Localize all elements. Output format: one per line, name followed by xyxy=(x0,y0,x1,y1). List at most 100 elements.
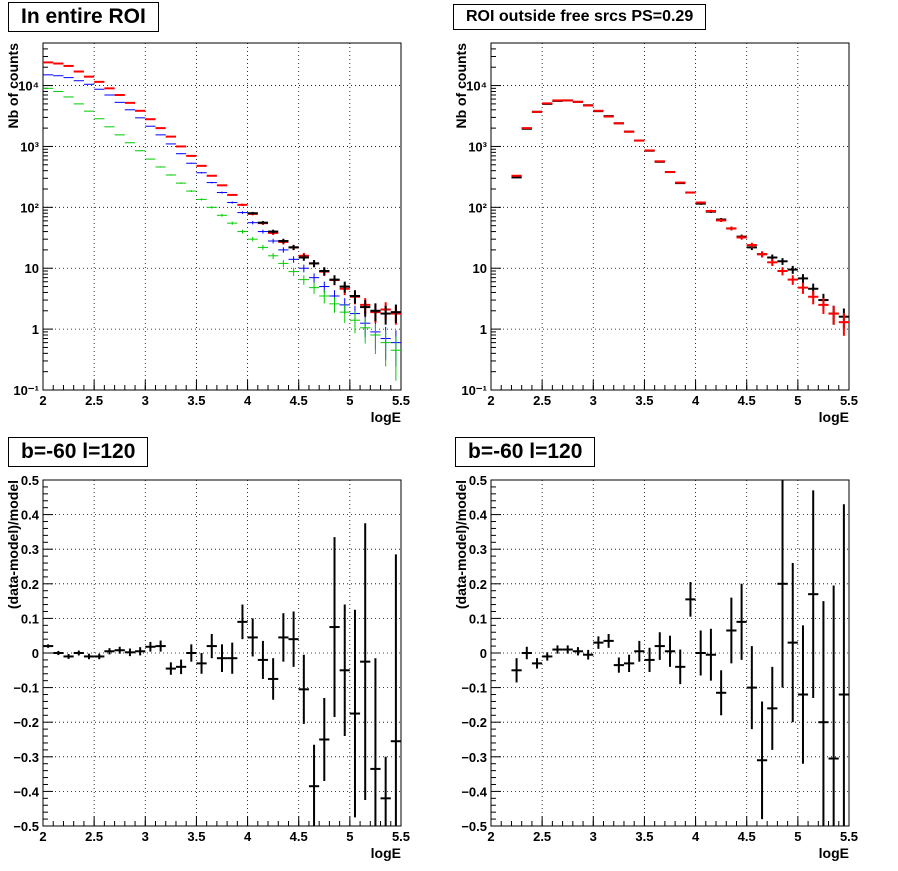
x-tick-label: 2.5 xyxy=(533,829,551,844)
data-point xyxy=(268,238,279,244)
data-point xyxy=(237,211,248,214)
data-point xyxy=(613,657,624,673)
data-point xyxy=(695,630,706,676)
x-tick-label: 5 xyxy=(794,829,801,844)
data-point xyxy=(511,658,522,683)
data-point xyxy=(135,150,146,152)
data-point xyxy=(308,744,320,826)
data-point xyxy=(654,632,665,660)
data-point xyxy=(818,601,829,826)
data-point xyxy=(247,211,258,215)
plot-panel-2: 2 2.5 3 3.5 4 4.5 5 5.5 10⁻¹ 1 10 10² 10³ 10⁴ logE Nb o… xyxy=(453,42,858,425)
y-tick-label: 0 xyxy=(480,646,487,661)
x-tick-label: 4 xyxy=(692,393,700,408)
data-point xyxy=(370,658,381,826)
data-point xyxy=(73,650,84,656)
x-axis-label: logE xyxy=(819,845,849,861)
data-point xyxy=(623,130,635,133)
data-point xyxy=(206,206,217,209)
data-point xyxy=(196,653,207,674)
data-point xyxy=(206,181,217,184)
data-point xyxy=(43,644,54,648)
x-tick-label: 3.5 xyxy=(187,829,205,844)
data-point xyxy=(746,242,757,248)
data-point xyxy=(380,305,391,325)
data-point xyxy=(797,274,809,284)
data-point xyxy=(63,654,74,659)
data-point xyxy=(319,697,330,782)
y-tick-label: 0.2 xyxy=(469,577,487,592)
data-point xyxy=(114,134,125,136)
data-point xyxy=(308,282,320,294)
data-point xyxy=(726,226,737,231)
data-point xyxy=(186,154,197,157)
data-point xyxy=(135,647,146,656)
data-point xyxy=(298,254,309,261)
plot-frame xyxy=(42,479,402,827)
data-point xyxy=(756,701,768,820)
series-3 xyxy=(43,61,401,325)
data-point xyxy=(186,190,197,192)
x-tick-label: 4.5 xyxy=(290,393,308,408)
data-point xyxy=(227,642,238,674)
data-point xyxy=(155,134,166,136)
y-tick-label: 10⁻¹ xyxy=(13,383,39,398)
data-point xyxy=(511,174,522,177)
data-point xyxy=(644,149,655,152)
data-point xyxy=(818,298,829,314)
data-point xyxy=(268,658,279,700)
x-tick-label: 4 xyxy=(244,393,252,408)
data-point xyxy=(288,256,299,263)
y-tick-label: 10 xyxy=(25,261,39,276)
data-point xyxy=(828,585,839,826)
panel-title-bottom-right: b=-60 l=120 xyxy=(455,437,596,467)
data-point xyxy=(196,198,207,201)
x-axis-label: logE xyxy=(371,409,401,425)
y-axis-label: (data-model)/model xyxy=(453,480,469,609)
data-point xyxy=(360,318,371,344)
y-tick-label: 0.5 xyxy=(21,473,39,488)
data-point xyxy=(777,258,788,265)
plot-panel-1: 2 2.5 3 3.5 4 4.5 5 5.5 10⁻¹ 1 10 10² 10³ 10⁴ logE Nb o… xyxy=(5,42,410,425)
data-point xyxy=(247,221,258,225)
y-axis-label: Nb of counts xyxy=(5,43,21,129)
data-point xyxy=(237,229,248,234)
data-point xyxy=(165,143,176,145)
data-point xyxy=(593,636,604,649)
y-tick-label: 0.2 xyxy=(21,577,39,592)
data-point xyxy=(155,640,166,652)
y-tick-label: 0.1 xyxy=(21,611,39,626)
x-tick-label: 2.5 xyxy=(533,393,551,408)
plot-frame xyxy=(490,42,850,391)
y-tick-label: 10⁻¹ xyxy=(461,383,487,398)
y-tick-label: 10⁴ xyxy=(18,79,39,94)
data-point xyxy=(278,238,289,244)
y-tick-label: −0.4 xyxy=(461,784,487,799)
x-tick-label: 2 xyxy=(487,393,494,408)
x-tick-label: 5.5 xyxy=(840,829,858,844)
data-point xyxy=(155,166,166,168)
data-point xyxy=(634,640,645,662)
data-point xyxy=(227,193,238,196)
data-point xyxy=(654,160,665,163)
data-point xyxy=(623,654,635,673)
data-point xyxy=(83,653,95,660)
data-point xyxy=(288,244,299,251)
data-point xyxy=(288,267,299,277)
x-tick-label: 3.5 xyxy=(635,393,653,408)
y-tick-label: 1 xyxy=(32,322,39,337)
data-point xyxy=(572,647,584,656)
data-point xyxy=(685,582,696,617)
x-tick-label: 2 xyxy=(39,829,46,844)
data-point xyxy=(828,305,839,325)
data-point xyxy=(257,244,269,251)
data-point xyxy=(644,647,655,673)
data-point xyxy=(756,251,768,258)
x-axis-label: logE xyxy=(819,409,849,425)
data-point xyxy=(319,290,330,304)
data-point xyxy=(695,201,706,204)
data-point xyxy=(838,313,849,336)
data-point xyxy=(603,633,614,648)
data-point xyxy=(675,649,686,685)
